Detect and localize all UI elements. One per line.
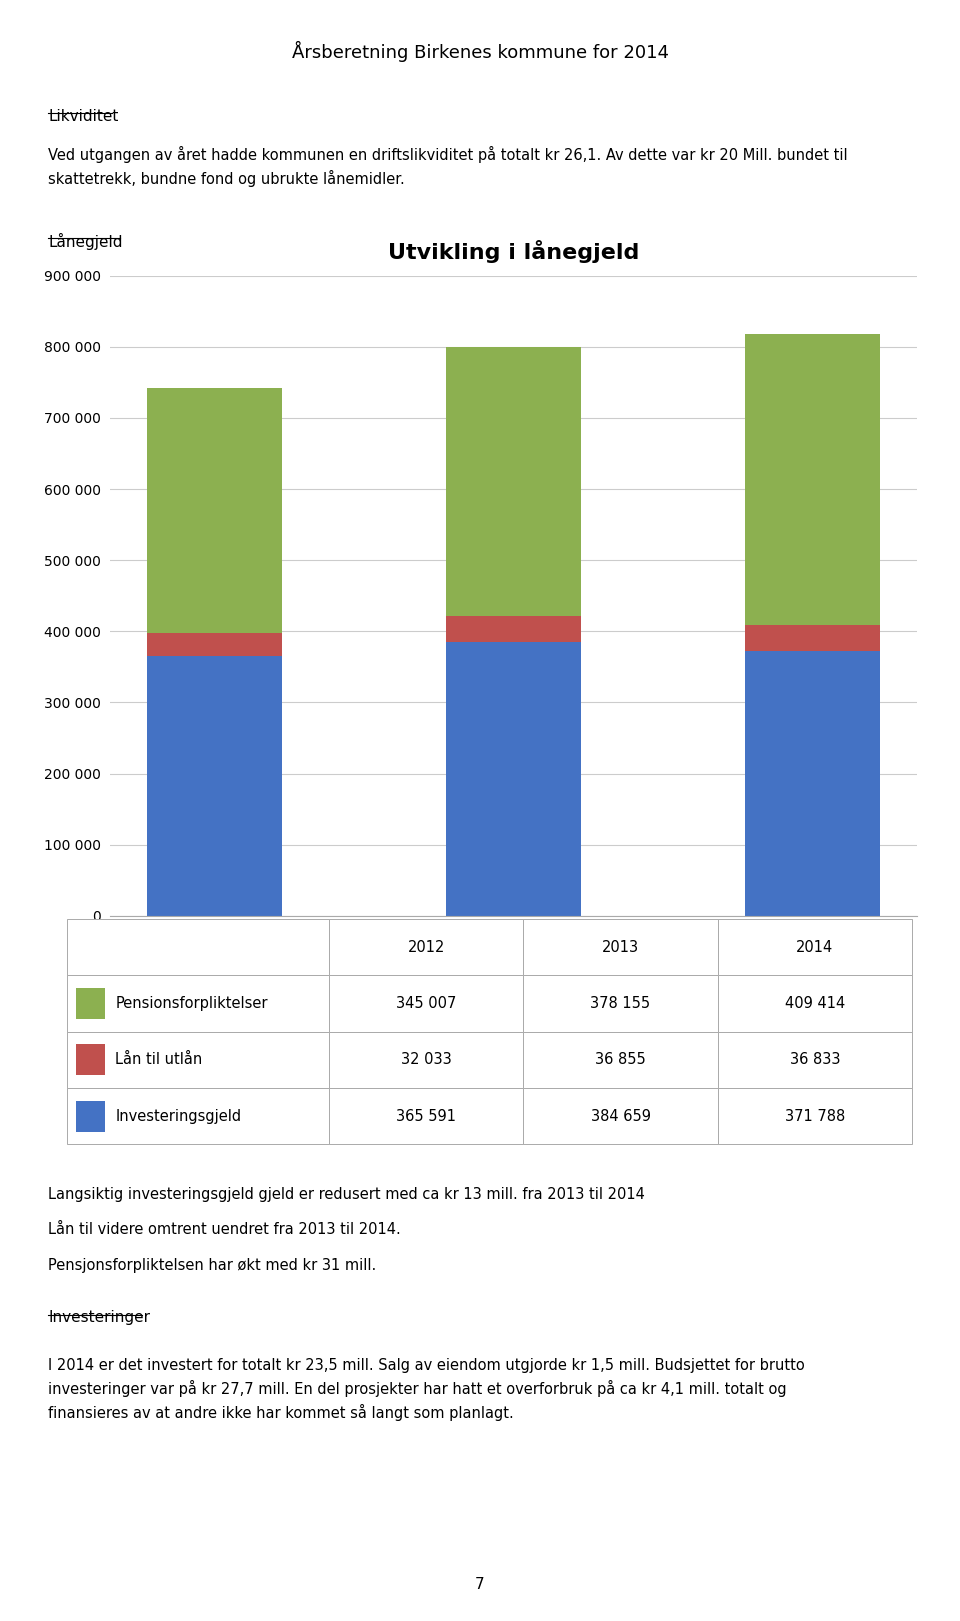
Text: 371 788: 371 788 — [784, 1109, 845, 1123]
Text: 32 033: 32 033 — [401, 1052, 451, 1068]
Bar — [446, 616, 581, 642]
Text: I 2014 er det investert for totalt kr 23,5 mill. Salg av eiendom utgjorde kr 1,5: I 2014 er det investert for totalt kr 23… — [48, 1358, 804, 1422]
Text: 378 155: 378 155 — [590, 997, 651, 1012]
Bar — [67, 1088, 329, 1144]
Bar — [523, 976, 718, 1033]
Text: 7: 7 — [475, 1577, 485, 1592]
Text: 2012: 2012 — [408, 940, 444, 955]
Text: Likviditet: Likviditet — [48, 109, 118, 123]
Text: 2014: 2014 — [796, 940, 833, 955]
Bar — [329, 976, 523, 1033]
Bar — [67, 1033, 329, 1088]
Bar — [76, 1044, 106, 1075]
Text: 36 833: 36 833 — [789, 1052, 840, 1068]
Bar — [76, 1101, 106, 1131]
Bar — [523, 1033, 718, 1088]
Bar — [67, 976, 329, 1033]
Text: Lån til utlån: Lån til utlån — [115, 1052, 203, 1068]
Bar — [746, 334, 880, 626]
Bar — [523, 919, 718, 976]
Bar — [147, 387, 281, 632]
Bar — [329, 1088, 523, 1144]
Text: 384 659: 384 659 — [590, 1109, 651, 1123]
Text: Langsiktig investeringsgjeld gjeld er redusert med ca kr 13 mill. fra 2013 til 2: Langsiktig investeringsgjeld gjeld er re… — [48, 1187, 645, 1201]
Text: 409 414: 409 414 — [784, 997, 845, 1012]
Title: Utvikling i lånegjeld: Utvikling i lånegjeld — [388, 240, 639, 263]
Text: Investeringsgjeld: Investeringsgjeld — [115, 1109, 242, 1123]
Bar — [718, 1033, 912, 1088]
Bar — [446, 642, 581, 916]
Bar — [718, 1088, 912, 1144]
Text: 2013: 2013 — [602, 940, 639, 955]
Bar — [76, 989, 106, 1020]
Bar — [718, 919, 912, 976]
Text: Ved utgangen av året hadde kommunen en driftslikviditet på totalt kr 26,1. Av de: Ved utgangen av året hadde kommunen en d… — [48, 146, 848, 186]
Text: Årsberetning Birkenes kommune for 2014: Årsberetning Birkenes kommune for 2014 — [292, 41, 668, 62]
Bar — [329, 919, 523, 976]
Bar — [147, 632, 281, 657]
Text: Pensjonsforpliktelsen har økt med kr 31 mill.: Pensjonsforpliktelsen har økt med kr 31 … — [48, 1258, 376, 1272]
Bar — [523, 1088, 718, 1144]
Bar — [746, 626, 880, 652]
Bar — [746, 652, 880, 916]
Text: 36 855: 36 855 — [595, 1052, 646, 1068]
Bar — [147, 657, 281, 916]
Bar — [718, 976, 912, 1033]
Text: Lån til videre omtrent uendret fra 2013 til 2014.: Lån til videre omtrent uendret fra 2013 … — [48, 1222, 400, 1237]
Text: 345 007: 345 007 — [396, 997, 456, 1012]
Bar — [446, 347, 581, 616]
Text: Lånegjeld: Lånegjeld — [48, 233, 123, 250]
Text: Pensionsforpliktelser: Pensionsforpliktelser — [115, 997, 268, 1012]
Bar — [67, 919, 329, 976]
Text: 365 591: 365 591 — [396, 1109, 456, 1123]
Bar — [329, 1033, 523, 1088]
Text: Investeringer: Investeringer — [48, 1310, 150, 1324]
